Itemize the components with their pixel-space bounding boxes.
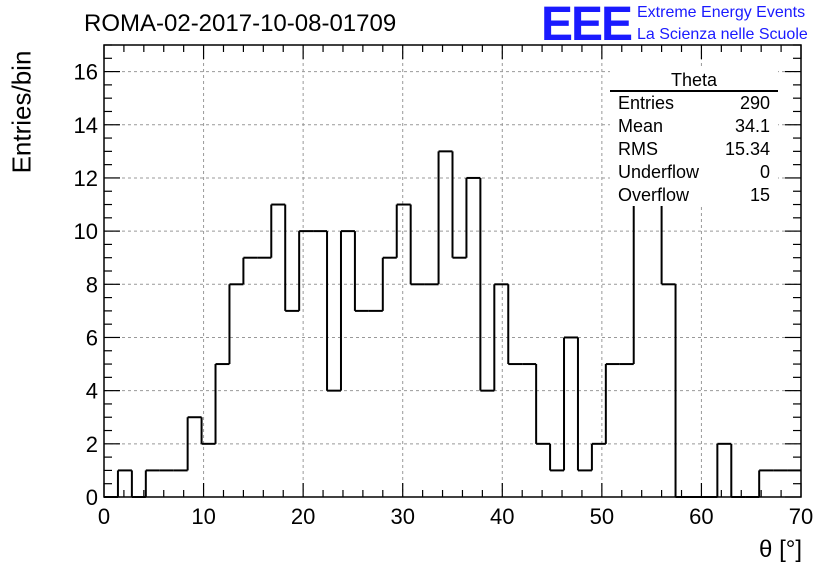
axes: 0 10 20 30 40 50 60 70 0 2 4 6 8 10 12 14 16 [74, 44, 813, 529]
y-tick-label: 8 [86, 272, 98, 297]
x-tick-label: 0 [98, 504, 110, 529]
y-tick-label: 10 [74, 219, 98, 244]
x-tick-label: 10 [191, 504, 215, 529]
stats-value: 15 [749, 185, 770, 205]
x-tick-label: 50 [590, 504, 614, 529]
stats-value: 0 [759, 162, 770, 182]
stats-row-overflow: Overflow 15 [618, 185, 770, 208]
y-tick-label: 0 [86, 485, 98, 510]
x-tick-label: 70 [789, 504, 813, 529]
x-tick-label: 60 [689, 504, 713, 529]
x-tick-label: 30 [390, 504, 414, 529]
stats-value: 34.1 [734, 116, 770, 136]
y-tick-label: 16 [74, 60, 98, 85]
x-axis-label: θ [°] [759, 536, 802, 563]
stats-label: RMS [618, 139, 658, 159]
y-tick-label: 14 [74, 113, 98, 138]
stats-row-underflow: Underflow 0 [618, 162, 770, 185]
y-tick-label: 6 [86, 325, 98, 350]
stats-value: 15.34 [724, 139, 770, 159]
x-tick-label: 40 [490, 504, 514, 529]
stats-label: Mean [618, 116, 664, 136]
stats-separator [610, 90, 778, 92]
y-tick-label: 12 [74, 166, 98, 191]
eee-logo: EEE [541, 0, 633, 51]
stats-row-rms: RMS 15.34 [618, 139, 770, 162]
stats-value: 290 [739, 93, 770, 113]
y-tick-label: 2 [86, 432, 98, 457]
logo-subtitle-line1: Extreme Energy Events [637, 4, 806, 21]
stats-box: Theta Entries 290 Mean 34.1 RMS 15.34 Un… [610, 66, 778, 206]
stats-row-entries: Entries 290 [618, 93, 770, 116]
chart-title: ROMA-02-2017-10-08-01709 [84, 10, 397, 37]
y-axis-label: Entries/bin [6, 50, 37, 174]
stats-label: Underflow [618, 162, 700, 182]
stats-title: Theta [670, 70, 718, 90]
y-tick-label: 4 [86, 379, 98, 404]
stats-label: Entries [618, 93, 675, 113]
x-tick-label: 20 [291, 504, 315, 529]
stats-label: Overflow [618, 185, 690, 205]
logo-subtitle-line2: La Scienza nelle Scuole [637, 26, 808, 43]
stats-row-mean: Mean 34.1 [618, 116, 770, 139]
